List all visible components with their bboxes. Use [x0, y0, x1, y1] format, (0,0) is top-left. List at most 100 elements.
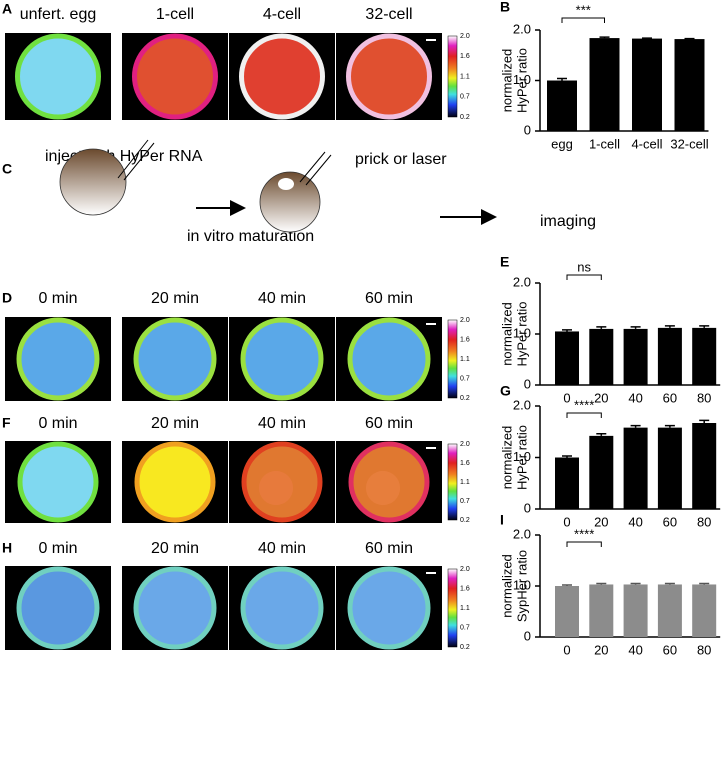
- embryo: [346, 33, 432, 120]
- scale-bar: [426, 323, 436, 325]
- bar: [632, 38, 662, 131]
- bar: [555, 586, 579, 637]
- needle: [123, 142, 155, 181]
- error-bar: [699, 582, 710, 585]
- y-axis-label: normalized: [499, 426, 514, 490]
- bar: [555, 331, 579, 385]
- panel-letter: F: [2, 415, 11, 431]
- y-axis-label: HyPer ratio: [514, 48, 529, 113]
- error-bar: [664, 424, 675, 428]
- diagram-text: imaging: [540, 213, 596, 230]
- error-bar: [630, 582, 641, 585]
- colorbar-label: 2.0: [460, 317, 470, 324]
- error-bar: [599, 36, 610, 39]
- embryo: [17, 441, 99, 523]
- x-tick-label: 60: [663, 390, 677, 405]
- bar: [692, 584, 717, 637]
- oocyte: [59, 148, 127, 216]
- bar: [623, 584, 648, 637]
- scale-bar: [426, 447, 436, 449]
- significance-bracket: [566, 412, 602, 418]
- y-axis-label: normalized: [499, 554, 514, 618]
- colorbar-label: 0.2: [460, 395, 470, 402]
- bar: [674, 39, 705, 132]
- colorbar-label: 2.0: [460, 566, 470, 573]
- y-axis-label: normalized: [499, 302, 514, 366]
- y-tick-label: 1.0: [513, 449, 531, 464]
- x-tick-label: 0: [563, 390, 570, 405]
- colorbar-label: 0.2: [460, 644, 470, 651]
- error-bar: [562, 329, 572, 332]
- significance-label: ns: [577, 259, 591, 274]
- colorbar-label: 1.6: [460, 336, 470, 343]
- bar: [657, 427, 682, 509]
- x-tick-label: 32-cell: [670, 136, 708, 151]
- bar: [589, 584, 614, 637]
- x-tick-label: 40: [628, 514, 642, 529]
- significance-bracket: [566, 274, 602, 280]
- x-tick-label: 80: [697, 390, 711, 405]
- embryo: [240, 566, 324, 650]
- embryo: [240, 317, 324, 401]
- bar: [589, 38, 620, 131]
- error-bar: [630, 424, 641, 428]
- embryo: [15, 33, 101, 120]
- image-label: unfert. egg: [20, 6, 97, 23]
- y-tick-label: 0: [524, 376, 531, 391]
- image-label: 60 min: [365, 290, 413, 307]
- y-axis-label: HyPer ratio: [514, 301, 529, 366]
- colorbar-label: 1.1: [460, 479, 470, 486]
- bar: [657, 327, 682, 385]
- image-label: 40 min: [258, 415, 306, 432]
- image-label: 32-cell: [365, 6, 412, 23]
- error-bar: [562, 455, 572, 458]
- image-label: 4-cell: [263, 6, 301, 23]
- panel-letter: I: [500, 512, 504, 528]
- error-bar: [596, 326, 607, 329]
- bar: [657, 584, 682, 637]
- colorbar: [447, 568, 458, 648]
- embryo: [132, 33, 218, 120]
- embryo: [239, 33, 325, 120]
- x-tick-label: egg: [551, 136, 573, 151]
- error-bar: [596, 582, 607, 585]
- x-tick-label: 80: [697, 514, 711, 529]
- y-tick-label: 2.0: [513, 526, 531, 541]
- embryo: [16, 317, 100, 401]
- y-axis-label: HyPer ratio: [514, 425, 529, 490]
- error-bar: [557, 77, 567, 81]
- error-bar: [699, 325, 710, 328]
- scale-bar: [426, 572, 436, 574]
- panel-letter: H: [2, 540, 12, 556]
- panel-letter: C: [2, 161, 12, 177]
- significance-label: ***: [576, 2, 591, 17]
- x-tick-label: 60: [663, 642, 677, 657]
- significance-label: ****: [574, 397, 594, 412]
- embryo: [133, 566, 217, 650]
- significance-label: ****: [574, 526, 594, 541]
- colorbar-label: 0.7: [460, 624, 470, 631]
- image-label: 0 min: [38, 290, 77, 307]
- y-tick-label: 2.0: [513, 21, 531, 36]
- image-label: 1-cell: [156, 6, 194, 23]
- needle: [299, 151, 326, 183]
- colorbar-label: 1.1: [460, 605, 470, 612]
- y-tick-label: 0: [524, 628, 531, 643]
- colorbar: [447, 319, 458, 399]
- x-tick-label: 1-cell: [589, 136, 620, 151]
- y-tick-label: 1.0: [513, 325, 531, 340]
- error-bar: [596, 433, 607, 436]
- embryo: [133, 317, 217, 401]
- image-label: 20 min: [151, 415, 199, 432]
- error-bar: [664, 325, 675, 328]
- x-tick-label: 0: [563, 642, 570, 657]
- panel-letter: B: [500, 0, 510, 15]
- y-tick-label: 1.0: [513, 577, 531, 592]
- colorbar-label: 0.2: [460, 517, 470, 524]
- needle: [305, 154, 332, 186]
- needle: [117, 139, 149, 179]
- image-label: 60 min: [365, 540, 413, 557]
- image-label: 40 min: [258, 290, 306, 307]
- panel-letter: A: [2, 1, 12, 17]
